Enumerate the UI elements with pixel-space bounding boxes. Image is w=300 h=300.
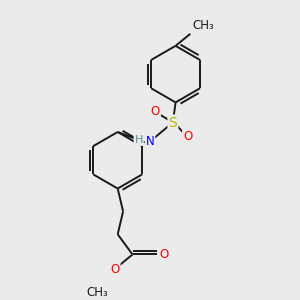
Text: O: O (183, 130, 192, 142)
Text: O: O (110, 263, 120, 276)
Text: N: N (146, 135, 154, 148)
Text: O: O (151, 105, 160, 118)
Text: CH₃: CH₃ (193, 19, 214, 32)
Text: H: H (134, 135, 143, 145)
Text: S: S (169, 116, 177, 130)
Text: O: O (159, 248, 168, 261)
Text: CH₃: CH₃ (87, 286, 108, 299)
